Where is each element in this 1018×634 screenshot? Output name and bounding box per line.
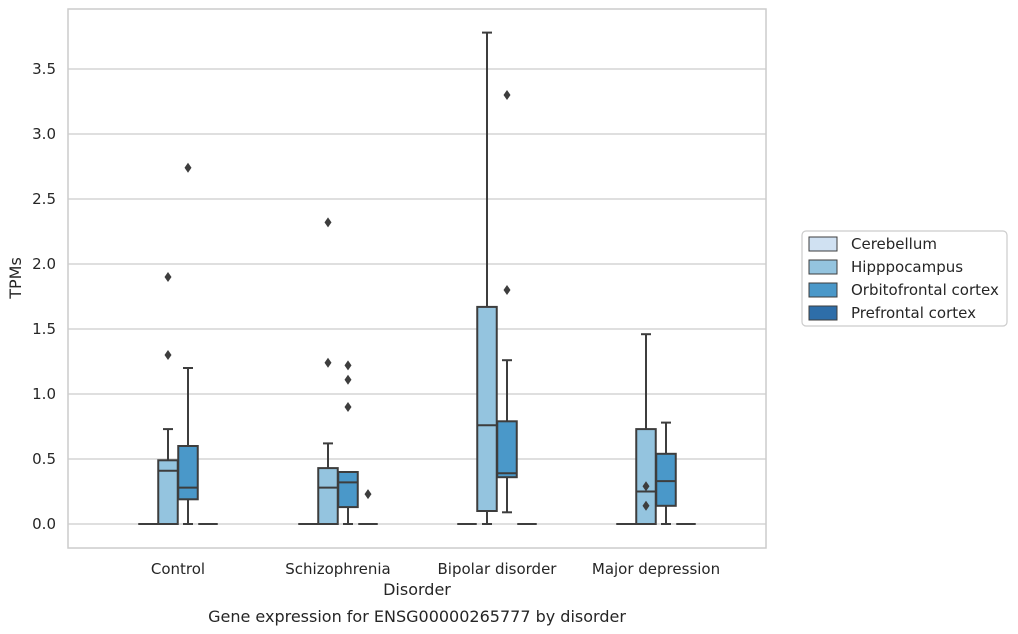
legend-swatch: [808, 305, 838, 321]
legend-label: Hipppocampus: [851, 258, 963, 276]
outlier-marker: [642, 500, 650, 511]
box-orbitofrontal-cortex-bipolar-disorder: [496, 90, 518, 514]
box-iqr: [177, 445, 199, 501]
outlier-marker: [184, 162, 192, 173]
box-iqr: [476, 305, 498, 512]
outlier-marker: [344, 402, 352, 412]
outlier-marker: [503, 90, 511, 100]
x-axis-ticks: Control Schizophrenia Bipolar disorder Majo…: [151, 560, 720, 578]
box-iqr: [655, 452, 677, 507]
legend-swatch: [808, 236, 838, 252]
legend-swatch: [808, 282, 838, 298]
y-tick-label: 2.0: [32, 255, 56, 273]
outlier-marker: [642, 481, 650, 492]
x-tick-label: Schizophrenia: [285, 560, 390, 578]
box-orbitofrontal-cortex-major-depression: [655, 421, 677, 525]
outlier-marker: [164, 272, 172, 282]
figure-caption: Gene expression for ENSG00000265777 by d…: [208, 607, 626, 626]
outlier-marker: [324, 357, 332, 368]
outlier-marker: [344, 360, 352, 371]
legend-label: Cerebellum: [851, 235, 937, 253]
box-iqr: [317, 467, 339, 526]
x-axis-title: Disorder: [383, 580, 451, 599]
outlier-marker: [344, 374, 352, 385]
outlier-marker: [324, 217, 332, 228]
box-hipppocampus-major-depression: [635, 333, 657, 526]
legend-swatch: [808, 259, 838, 275]
y-tick-label: 3.5: [32, 60, 56, 78]
box-orbitofrontal-cortex-schizophrenia: [337, 360, 359, 525]
legend-frame: [801, 230, 1008, 327]
legend: Cerebellum Hipppocampus Orbitofrontal cort…: [801, 230, 1008, 327]
y-tick-label: 3.0: [32, 125, 56, 143]
plot-area-frame: [67, 8, 767, 549]
legend-label: Orbitofrontal cortex: [851, 281, 999, 299]
box-orbitofrontal-cortex-control: [177, 162, 199, 525]
y-axis-ticks: 0.0 0.5 1.0 1.5 2.0 2.5 3.0 3.5: [32, 60, 56, 533]
legend-label: Prefrontal cortex: [851, 304, 976, 322]
box-iqr: [337, 471, 359, 509]
x-tick-label: Control: [151, 560, 205, 578]
box-iqr: [496, 420, 518, 479]
y-axis-title: TPMs: [6, 257, 25, 300]
y-tick-label: 0.0: [32, 515, 56, 533]
y-tick-label: 0.5: [32, 450, 56, 468]
outlier-marker: [503, 285, 511, 295]
y-tick-label: 2.5: [32, 190, 56, 208]
box-hipppocampus-control: [157, 272, 179, 525]
box-hipppocampus-bipolar-disorder: [476, 31, 498, 525]
outlier-marker: [364, 489, 372, 500]
x-tick-label: Bipolar disorder: [438, 560, 558, 578]
y-tick-label: 1.0: [32, 385, 56, 403]
x-tick-label: Major depression: [592, 560, 720, 578]
box-plots: [138, 31, 696, 526]
outlier-marker: [164, 350, 172, 360]
box-prefrontal-cortex-schizophrenia: [358, 489, 378, 525]
y-tick-label: 1.5: [32, 320, 56, 338]
